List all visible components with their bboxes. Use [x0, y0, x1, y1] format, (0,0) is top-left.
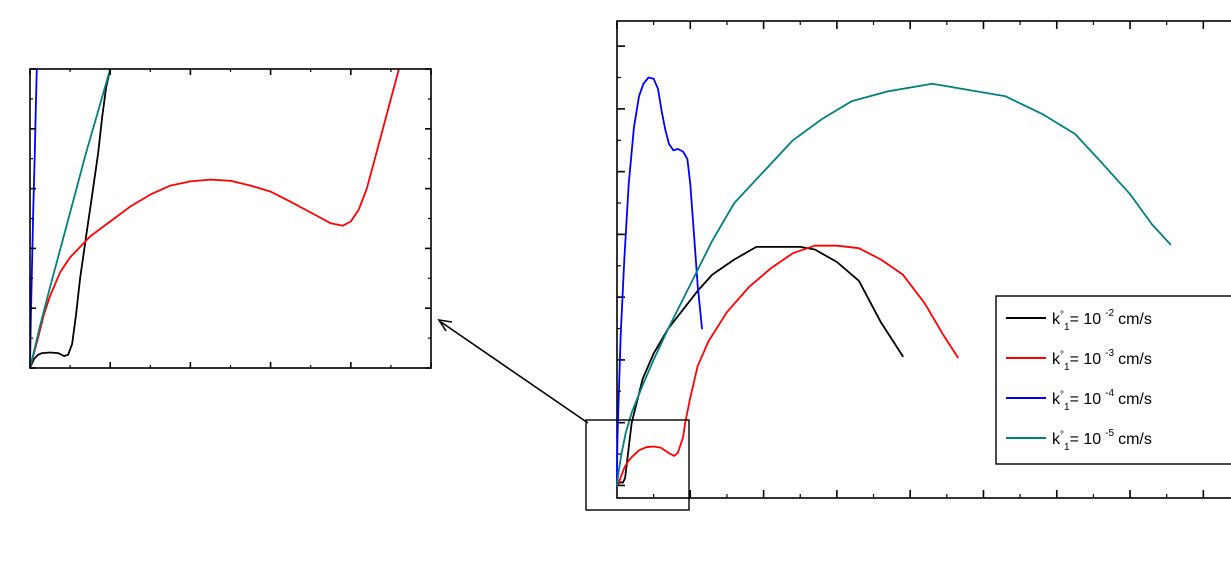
legend-prefix: k	[1052, 431, 1061, 448]
zoom-arrow-shaft	[440, 321, 589, 424]
zoom-region-box	[585, 419, 690, 511]
series-line-4	[616, 82, 1172, 487]
legend-label: k°1= 10 -5 cm/s	[1052, 428, 1152, 453]
legend-unit: cm/s	[1118, 431, 1152, 448]
inset-series-line-2	[30, 69, 400, 368]
main-series-group	[616, 76, 1172, 487]
legend-mid: = 10	[1070, 351, 1102, 368]
legend-item-3: k°1= 10 -4 cm/s	[1006, 388, 1152, 413]
inset-series-line-4	[30, 69, 112, 368]
inset-frame	[29, 68, 432, 369]
legend-unit: cm/s	[1118, 351, 1152, 368]
legend-sup1: °	[1060, 430, 1064, 441]
legend-label: k°1= 10 -2 cm/s	[1052, 308, 1152, 333]
legend-item-2: k°1= 10 -3 cm/s	[1006, 348, 1152, 373]
legend-mid: = 10	[1070, 391, 1102, 408]
legend-label: k°1= 10 -3 cm/s	[1052, 348, 1152, 373]
legend-sub: 1	[1064, 402, 1070, 413]
zoom-arrow	[437, 318, 589, 424]
legend-sup1: °	[1060, 310, 1064, 321]
inset-series-group	[30, 69, 400, 368]
legend-sup1: °	[1060, 350, 1064, 361]
legend-exp: -2	[1105, 308, 1114, 319]
legend-unit: cm/s	[1118, 391, 1152, 408]
inset-plot	[29, 68, 432, 369]
legend-mid: = 10	[1070, 311, 1102, 328]
series-line-2	[616, 244, 959, 487]
series-line-1	[616, 246, 904, 487]
legend-item-4: k°1= 10 -5 cm/s	[1006, 428, 1152, 453]
series-line-3	[616, 76, 703, 487]
main-plot	[616, 20, 1231, 499]
legend-prefix: k	[1052, 391, 1061, 408]
legend-item-1: k°1= 10 -2 cm/s	[1006, 308, 1152, 333]
legend-sup1: °	[1060, 390, 1064, 401]
inset-series-line-3	[30, 69, 38, 368]
legend-mid: = 10	[1070, 431, 1102, 448]
legend-unit: cm/s	[1118, 311, 1152, 328]
legend-sub: 1	[1064, 322, 1070, 333]
legend-exp: -4	[1105, 388, 1114, 399]
legend-prefix: k	[1052, 351, 1061, 368]
legend: k°1= 10 -2 cm/sk°1= 10 -3 cm/sk°1= 10 -4 cm/sk…	[995, 295, 1231, 465]
legend-prefix: k	[1052, 311, 1061, 328]
legend-exp: -3	[1105, 348, 1114, 359]
legend-label: k°1= 10 -4 cm/s	[1052, 388, 1152, 413]
legend-exp: -5	[1105, 428, 1114, 439]
main-plot-frame	[616, 20, 1231, 499]
inset-series-line-1	[30, 69, 112, 368]
zoom-arrow-head	[437, 318, 453, 332]
legend-sub: 1	[1064, 442, 1070, 453]
legend-box	[995, 295, 1231, 465]
legend-sub: 1	[1064, 362, 1070, 373]
